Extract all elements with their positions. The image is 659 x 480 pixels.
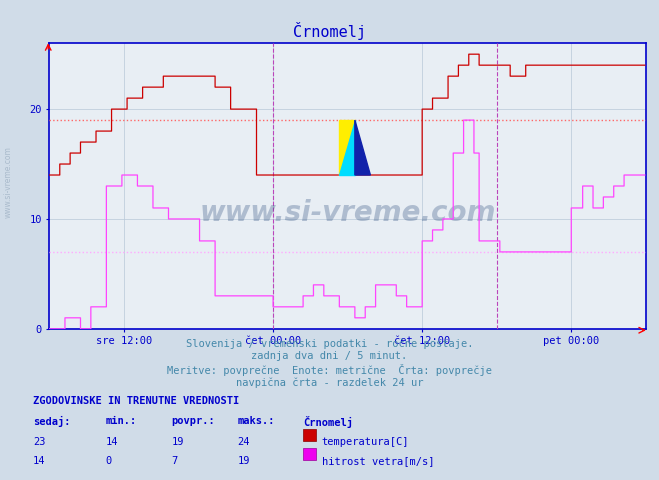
Text: povpr.:: povpr.: [171, 416, 215, 426]
Polygon shape [339, 120, 355, 175]
Text: Črnomelj: Črnomelj [293, 22, 366, 40]
Text: 19: 19 [171, 437, 184, 447]
Text: 23: 23 [33, 437, 45, 447]
Polygon shape [339, 120, 355, 175]
Text: 0: 0 [105, 456, 111, 466]
Text: www.si-vreme.com: www.si-vreme.com [4, 146, 13, 218]
Text: 19: 19 [237, 456, 250, 466]
Text: temperatura[C]: temperatura[C] [322, 437, 409, 447]
Text: ZGODOVINSKE IN TRENUTNE VREDNOSTI: ZGODOVINSKE IN TRENUTNE VREDNOSTI [33, 396, 239, 406]
Polygon shape [355, 120, 370, 175]
Text: hitrost vetra[m/s]: hitrost vetra[m/s] [322, 456, 434, 466]
Text: 14: 14 [105, 437, 118, 447]
Text: zadnja dva dni / 5 minut.: zadnja dva dni / 5 minut. [251, 351, 408, 361]
Text: Meritve: povprečne  Enote: metrične  Črta: povprečje: Meritve: povprečne Enote: metrične Črta:… [167, 364, 492, 376]
Text: Črnomelj: Črnomelj [303, 416, 353, 428]
Text: sedaj:: sedaj: [33, 416, 71, 427]
Text: 14: 14 [33, 456, 45, 466]
Text: maks.:: maks.: [237, 416, 275, 426]
Text: navpična črta - razdelek 24 ur: navpična črta - razdelek 24 ur [236, 377, 423, 388]
Text: Slovenija / vremenski podatki - ročne postaje.: Slovenija / vremenski podatki - ročne po… [186, 338, 473, 349]
Text: 7: 7 [171, 456, 177, 466]
Text: min.:: min.: [105, 416, 136, 426]
Text: 24: 24 [237, 437, 250, 447]
Text: www.si-vreme.com: www.si-vreme.com [200, 200, 496, 228]
